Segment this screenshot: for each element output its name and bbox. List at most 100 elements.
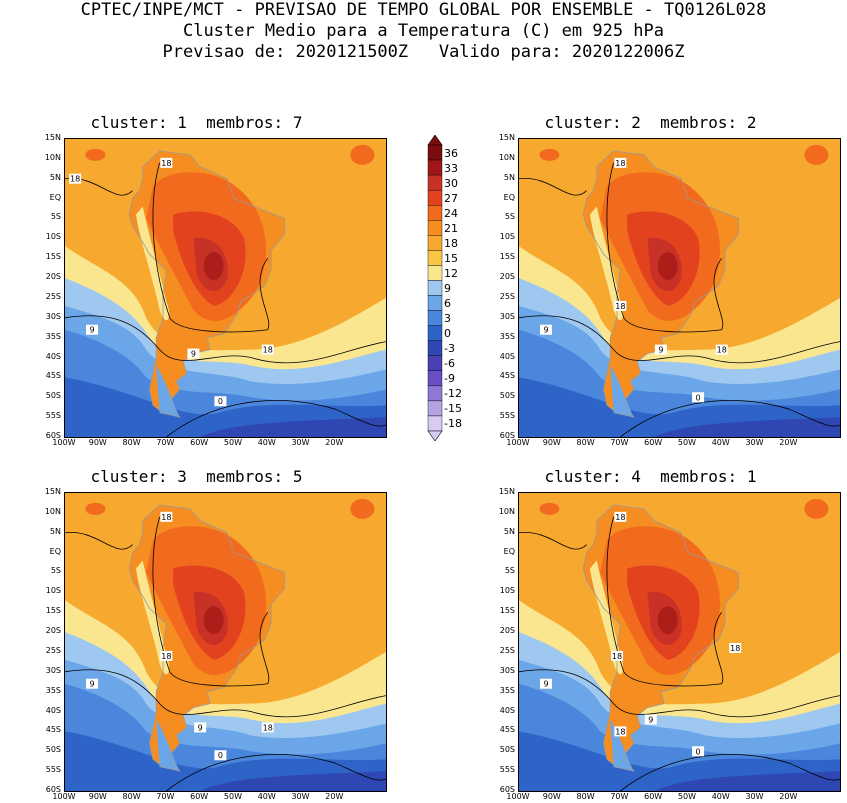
svg-text:9: 9: [543, 680, 548, 689]
colorbar-swatch: [427, 159, 443, 176]
lon-tick-label: 100W: [506, 792, 530, 801]
lat-tick-label: 15N: [44, 133, 61, 142]
svg-text:18: 18: [161, 513, 171, 522]
svg-text:9: 9: [648, 715, 653, 724]
temperature-map: 18 18 9 9 18 0: [64, 138, 387, 438]
lon-tick-label: 70W: [156, 792, 175, 801]
contour-label: 18: [160, 650, 173, 661]
colorbar-swatch: [427, 235, 443, 251]
colorbar-label: -9: [444, 372, 455, 386]
lon-tick-label: 20W: [779, 438, 798, 447]
contour-label: 9: [86, 324, 99, 335]
lat-tick-label: 45S: [45, 725, 61, 735]
colorbar-label: 12: [444, 266, 458, 280]
svg-text:0: 0: [218, 751, 223, 760]
lon-tick-label: 100W: [52, 438, 76, 447]
lon-tick-label: 60W: [190, 792, 209, 801]
svg-text:18: 18: [263, 723, 273, 732]
colorbar-label: -3: [444, 342, 455, 356]
lon-tick-label: 80W: [576, 792, 595, 801]
colorbar-label: 3: [444, 312, 451, 326]
colorbar-label: 15: [444, 251, 458, 265]
lon-tick-label: 60W: [644, 792, 663, 801]
lon-tick-label: 30W: [745, 792, 764, 801]
lon-tick-label: 80W: [576, 438, 595, 447]
contour-label: 18: [614, 511, 627, 522]
contour-label: 18: [715, 344, 728, 355]
colorbar-swatch: [427, 415, 443, 432]
contour-label: 18: [160, 157, 173, 168]
colorbar-label: 6: [444, 297, 451, 311]
lat-tick-label: EQ: [503, 192, 515, 202]
panel-title: cluster: 1 membros: 7: [90, 113, 303, 132]
lat-tick-label: 30S: [499, 311, 515, 321]
lat-tick-label: 60S: [45, 431, 61, 440]
contour-label: 9: [194, 722, 207, 733]
lat-tick-label: EQ: [49, 546, 61, 556]
contour-label: 0: [692, 392, 705, 403]
svg-text:0: 0: [696, 747, 701, 756]
colorbar-label: 33: [444, 161, 458, 175]
lat-tick-label: 10S: [45, 586, 61, 596]
svg-text:0: 0: [218, 397, 223, 406]
svg-text:9: 9: [89, 326, 94, 335]
lon-tick-label: 20W: [325, 792, 344, 801]
lat-tick-label: 45S: [499, 725, 515, 735]
colorbar-swatch: [427, 205, 443, 221]
colorbar-swatch: [427, 265, 443, 281]
colorbar-swatch: [427, 340, 443, 356]
svg-text:18: 18: [161, 652, 171, 661]
lat-tick-label: 5S: [50, 566, 61, 576]
svg-text:0: 0: [696, 393, 701, 402]
lat-tick-label: 5S: [504, 212, 515, 222]
svg-text:18: 18: [161, 159, 171, 168]
colorbar-label: 30: [444, 176, 458, 190]
colorbar-swatch: [427, 355, 443, 371]
contour-label: 18: [614, 157, 627, 168]
lat-tick-label: 25S: [499, 645, 515, 655]
lat-tick-label: 50S: [499, 391, 515, 401]
lon-tick-label: 70W: [610, 792, 629, 801]
lon-tick-label: 40W: [711, 438, 730, 447]
lat-tick-label: 45S: [499, 371, 515, 381]
colorbar-label: 18: [444, 236, 458, 250]
colorbar-swatch: [427, 400, 443, 417]
lat-tick-label: 55S: [499, 411, 515, 421]
svg-text:9: 9: [191, 350, 196, 359]
lon-tick-label: 80W: [122, 792, 141, 801]
colorbar-swatch: [427, 385, 443, 402]
lat-tick-label: 40S: [45, 351, 61, 361]
colorbar-swatch: [427, 189, 443, 206]
lat-tick-label: 50S: [45, 391, 61, 401]
lat-tick-label: 15S: [45, 252, 61, 262]
colorbar-swatch: [427, 144, 443, 161]
svg-text:9: 9: [543, 326, 548, 335]
contour-label: 18: [614, 726, 627, 737]
lat-tick-label: 10N: [498, 152, 515, 162]
lat-tick-label: 25S: [499, 291, 515, 301]
lat-tick-label: 5N: [49, 172, 61, 182]
lat-tick-label: EQ: [49, 192, 61, 202]
colorbar-label: 27: [444, 191, 458, 205]
contour-label: 0: [214, 396, 227, 407]
contour-label: 9: [540, 324, 553, 335]
lat-tick-label: 20S: [499, 626, 515, 636]
contour-label: 9: [86, 678, 99, 689]
colorbar-swatch: [427, 295, 443, 311]
lat-tick-label: 30S: [45, 311, 61, 321]
lon-tick-label: 50W: [677, 792, 696, 801]
lon-tick-label: 50W: [677, 438, 696, 447]
lat-tick-label: 60S: [45, 785, 61, 794]
panel-title: cluster: 3 membros: 5: [90, 467, 303, 486]
colorbar-label: 24: [444, 206, 458, 220]
lat-tick-label: 40S: [499, 351, 515, 361]
lat-tick-label: 35S: [499, 685, 515, 695]
contour-label: 0: [692, 746, 705, 757]
temperature-map: 18 18 9 9 18 0: [64, 492, 387, 792]
contour-label: 18: [160, 511, 173, 522]
lat-tick-label: 10S: [499, 232, 515, 242]
colorbar-label: 9: [444, 282, 451, 295]
colorbar-swatch: [427, 220, 443, 236]
colorbar-swatch: [427, 174, 443, 191]
lat-tick-label: 10N: [44, 506, 61, 516]
